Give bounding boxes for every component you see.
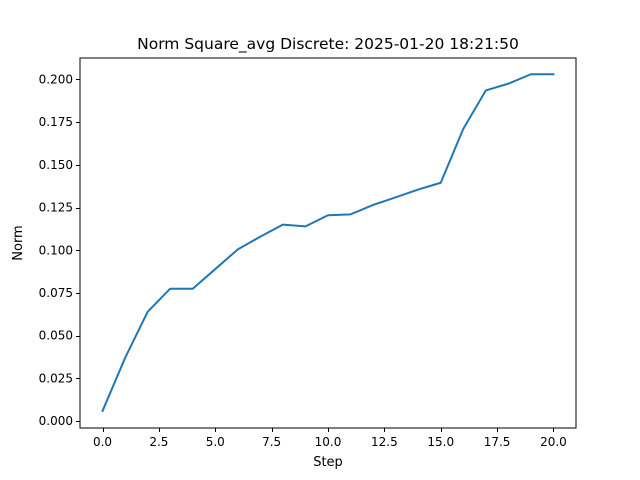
y-tick-label: 0.200: [39, 72, 73, 86]
axes-frame: [79, 57, 577, 429]
y-tick-label: 0.050: [39, 329, 73, 343]
x-tick-label: 0.0: [93, 435, 112, 449]
y-tick-label: 0.075: [39, 286, 73, 300]
y-tick-label: 0.125: [39, 201, 73, 215]
x-tick-label: 7.5: [262, 435, 281, 449]
y-tick-label: 0.000: [39, 414, 73, 428]
x-tick-label: 12.5: [371, 435, 398, 449]
x-axis: 0.0 2.5 5.0 7.5 10.0 12.5 15.0 17.5 20.0: [93, 428, 567, 449]
x-tick-label: 2.5: [149, 435, 168, 449]
y-tick-label: 0.025: [39, 371, 73, 385]
y-tick-label: 0.150: [39, 158, 73, 172]
plot-area: [101, 73, 555, 413]
x-axis-label: Step: [313, 455, 343, 470]
x-tick-label: 10.0: [315, 435, 342, 449]
y-tick-label: 0.100: [39, 243, 73, 257]
x-tick-label: 15.0: [427, 435, 454, 449]
x-tick-label: 17.5: [484, 435, 511, 449]
x-tick-label: 5.0: [206, 435, 225, 449]
y-axis: 0.000 0.025 0.050 0.075 0.100 0.125 0.150 0.175…: [39, 72, 80, 428]
x-tick-label: 20.0: [540, 435, 567, 449]
series-line: [101, 73, 555, 413]
y-tick-label: 0.175: [39, 115, 73, 129]
y-axis-label: Norm: [11, 225, 26, 260]
chart-title: Norm Square_avg Discrete: 2025-01-20 18:…: [137, 35, 519, 54]
